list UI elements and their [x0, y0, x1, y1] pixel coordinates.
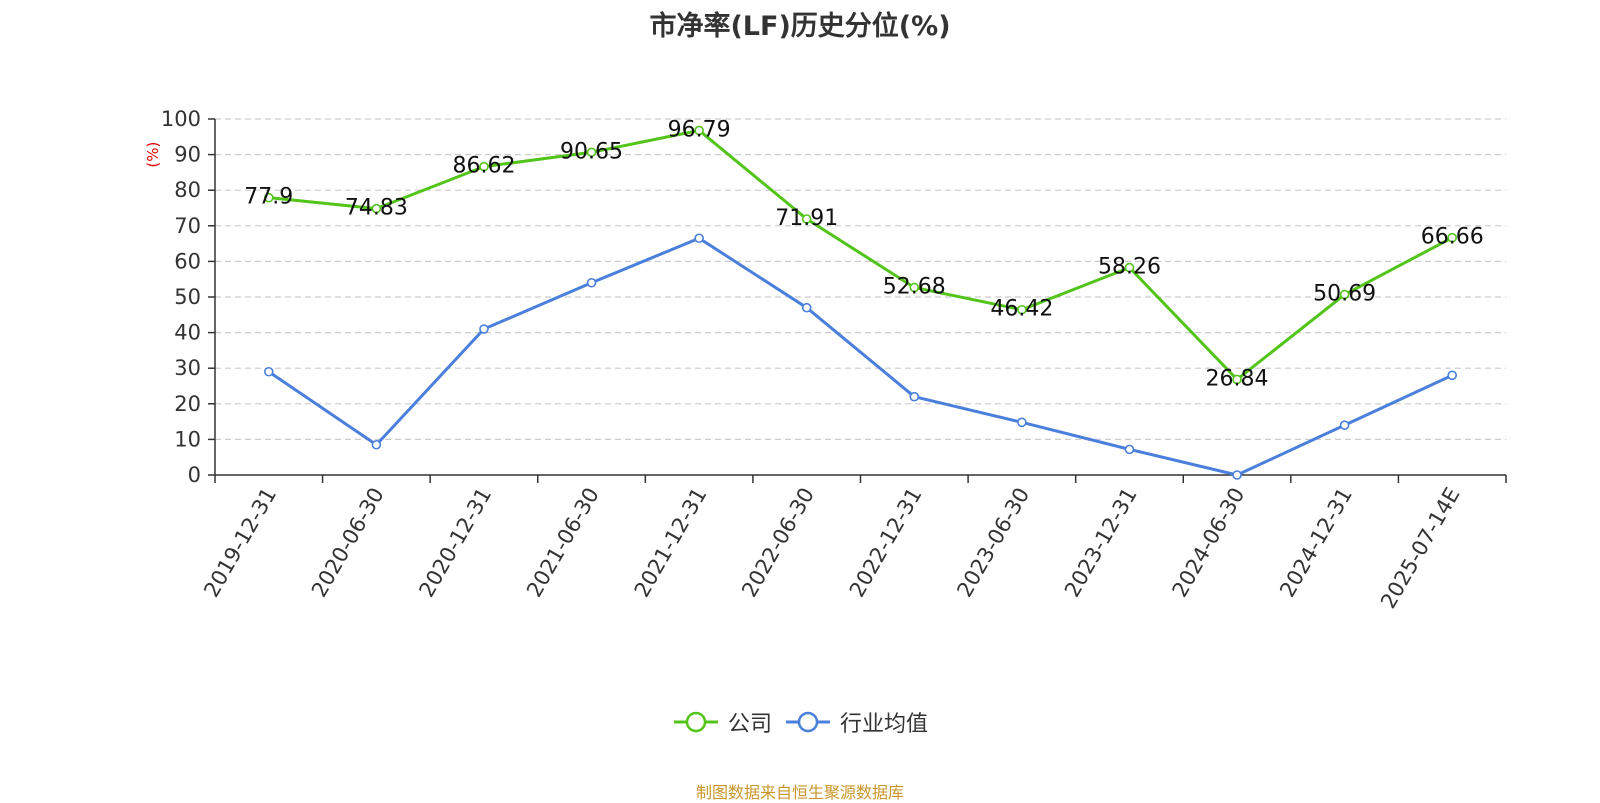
data-label-0-9: 26.84 [1206, 366, 1269, 391]
point-0-10 [1339, 289, 1350, 300]
point-0-9 [1232, 374, 1242, 385]
x-tick-label-2023-06-30: 2023-06-30 [952, 484, 1034, 602]
y-tick-label-70: 70 [174, 214, 201, 238]
y-tick-label-20: 20 [174, 392, 201, 416]
y-tick-label-10: 10 [174, 427, 201, 451]
x-tick-label-2021-12-31: 2021-12-31 [630, 484, 712, 602]
data-label-0-0: 77.9 [244, 185, 293, 210]
series-line-1 [267, 236, 1453, 477]
legend-industry-marker [786, 711, 830, 733]
data-label-0-8: 58.26 [1098, 255, 1161, 280]
point-1-3 [586, 277, 597, 288]
axes: 0 10 20 30 40 50 60 70 80 90 100 (%) 2019-12-31 2020-… [144, 107, 1507, 613]
data-label-0-5: 71.91 [775, 206, 838, 231]
point-1-10 [1339, 420, 1350, 430]
y-tick-label-40: 40 [174, 321, 201, 345]
point-1-8 [1124, 444, 1135, 455]
point-1-1 [371, 439, 382, 450]
data-label-0-7: 46.42 [990, 297, 1053, 322]
source-note: 制图数据来自恒生聚源数据库 [695, 783, 904, 802]
data-label-0-1: 74.83 [345, 196, 408, 221]
legend-label-industry: 行业均值 [840, 712, 929, 737]
x-tick-label-2020-12-31: 2020-12-31 [414, 484, 496, 602]
point-0-1 [371, 203, 382, 214]
y-axis-label: (%) [144, 142, 162, 168]
grid-lines [215, 118, 1506, 440]
data-labels: 77.9 74.83 86.62 90.65 96.79 71.91 52.68 46.42 5… [244, 117, 1483, 391]
legend-item-industry[interactable]: 行业均值 [784, 706, 928, 738]
data-label-0-2: 86.62 [452, 154, 515, 179]
series [263, 125, 1458, 480]
point-0-11 [1447, 232, 1458, 243]
x-tick-label-2025-07-14E: 2025-07-14E [1376, 484, 1464, 613]
point-1-7 [1017, 417, 1027, 428]
point-0-5 [801, 214, 812, 224]
point-0-7 [1017, 304, 1027, 315]
data-label-0-3: 90.65 [560, 139, 623, 164]
x-tick-label-2024-12-31: 2024-12-31 [1275, 484, 1357, 602]
y-tick-label-80: 80 [174, 178, 201, 202]
point-1-11 [1447, 370, 1458, 381]
point-0-4 [694, 125, 704, 136]
y-tick-label-30: 30 [174, 356, 201, 380]
x-tick-label-2022-12-31: 2022-12-31 [845, 484, 927, 602]
y-tick-label-90: 90 [174, 143, 201, 167]
legend-item-company[interactable]: 公司 [672, 706, 772, 738]
y-tick-label-100: 100 [161, 107, 201, 131]
point-0-8 [1124, 262, 1135, 273]
y-tick-label-0: 0 [188, 463, 201, 487]
legend: 公司 行业均值 [0, 706, 1600, 738]
point-1-9 [1232, 470, 1242, 480]
point-0-6 [909, 282, 920, 293]
chart-title: 市净率(LF)历史分位(%) [649, 11, 951, 42]
data-label-0-10: 50.69 [1313, 282, 1376, 307]
y-tick-label-50: 50 [174, 285, 201, 309]
point-0-0 [263, 192, 274, 203]
point-1-0 [263, 366, 274, 377]
x-tick-label-2021-06-30: 2021-06-30 [522, 484, 604, 602]
legend-label-company: 公司 [727, 712, 772, 737]
data-label-0-4: 96.79 [668, 117, 731, 142]
y-tick-label-60: 60 [174, 249, 201, 273]
series-line-0 [268, 128, 1453, 381]
point-1-6 [909, 391, 920, 402]
x-tick-label-2019-12-31: 2019-12-31 [199, 484, 281, 602]
x-tick-label-2020-06-30: 2020-06-30 [307, 484, 389, 602]
x-tick-label-2022-06-30: 2022-06-30 [737, 484, 819, 602]
data-label-0-11: 66.66 [1421, 225, 1484, 250]
point-1-2 [479, 324, 489, 334]
x-tick-label-2024-06-30: 2024-06-30 [1168, 484, 1250, 602]
point-0-3 [586, 147, 597, 158]
point-0-2 [479, 161, 489, 172]
point-1-4 [694, 233, 704, 244]
legend-company-marker [673, 711, 718, 733]
point-1-5 [801, 302, 812, 313]
x-tick-label-2023-12-31: 2023-12-31 [1060, 484, 1142, 602]
data-label-0-6: 52.68 [883, 274, 946, 299]
